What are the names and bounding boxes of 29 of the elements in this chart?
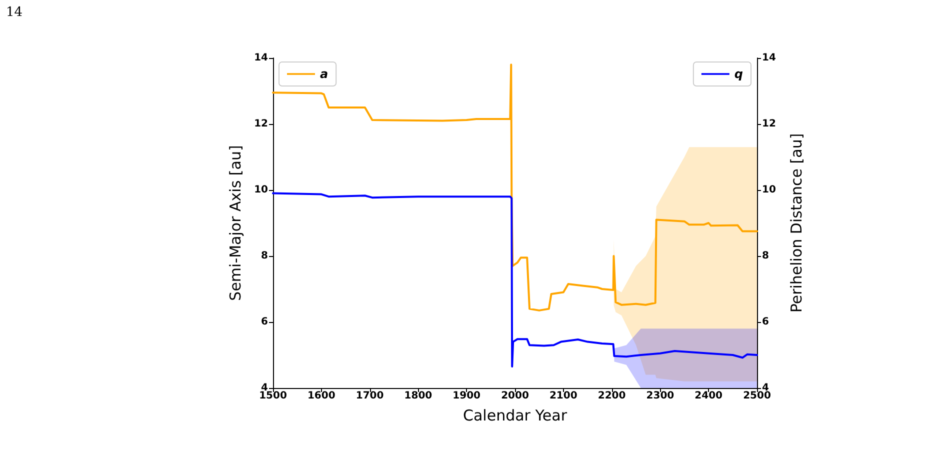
y-tick-label: 8 xyxy=(261,250,268,262)
text: 14 xyxy=(6,5,23,20)
x-tick-label: 1600 xyxy=(307,390,336,402)
x-tick-label: 2000 xyxy=(501,390,529,402)
y2-tick-label: 8 xyxy=(762,250,769,262)
x-tick-label: 2400 xyxy=(694,390,723,402)
y2-axis-title: Perihelion Distance [au] xyxy=(788,133,806,313)
x-tick-label: 2100 xyxy=(549,390,578,402)
line-series xyxy=(272,192,758,368)
y-axis-title: Semi-Major Axis [au] xyxy=(226,145,244,301)
x-tick-label: 2300 xyxy=(646,390,674,402)
legend-label: a xyxy=(320,67,328,81)
legend-label: q xyxy=(734,67,744,81)
y2-tick-label: 10 xyxy=(762,184,776,196)
x-tick-label: 1500 xyxy=(259,390,287,402)
line-series xyxy=(272,64,758,312)
x-tick-label: 1700 xyxy=(356,390,384,402)
x-tick-label: 1900 xyxy=(452,390,481,402)
x-axis-title: Calendar Year xyxy=(463,406,568,424)
y2-tick-label: 6 xyxy=(762,316,769,328)
y2-tick-label: 12 xyxy=(762,118,776,130)
y-tick-label: 10 xyxy=(254,184,268,196)
y-tick-label: 12 xyxy=(254,118,268,130)
x-tick-label: 1800 xyxy=(404,390,432,402)
x-tick-label: 2200 xyxy=(598,390,626,402)
y-tick-label: 14 xyxy=(254,52,268,64)
x-tick-label: 2500 xyxy=(743,390,771,402)
y-tick-label: 6 xyxy=(261,316,268,328)
y2-tick-label: 14 xyxy=(762,52,776,64)
